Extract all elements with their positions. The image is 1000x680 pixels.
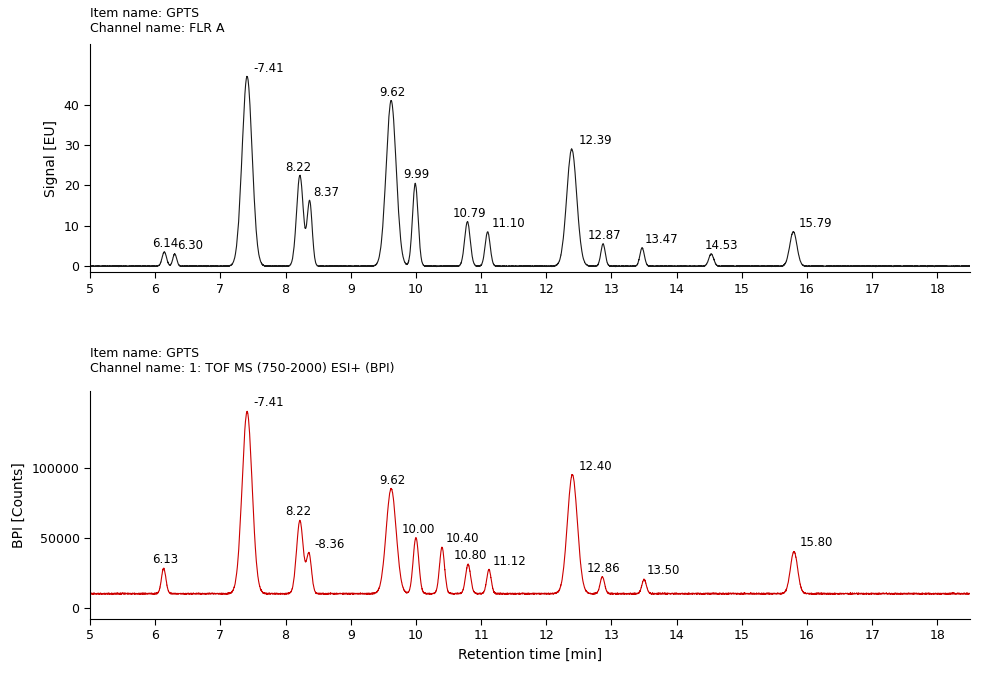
Text: 6.14: 6.14: [153, 237, 179, 250]
Text: 8.22: 8.22: [286, 505, 312, 518]
Text: 8.22: 8.22: [286, 160, 312, 173]
Text: 10.00: 10.00: [402, 522, 435, 536]
Text: 13.47: 13.47: [645, 233, 678, 246]
Text: 11.10: 11.10: [492, 217, 525, 230]
Text: Item name: GPTS: Item name: GPTS: [90, 7, 199, 20]
Text: 15.79: 15.79: [799, 217, 832, 230]
X-axis label: Retention time [min]: Retention time [min]: [458, 648, 602, 662]
Text: 12.86: 12.86: [587, 562, 620, 575]
Text: 12.39: 12.39: [578, 134, 612, 148]
Text: 6.13: 6.13: [152, 553, 178, 566]
Text: 12.40: 12.40: [579, 460, 613, 473]
Text: Channel name: 1: TOF MS (750-2000) ESI+ (BPI): Channel name: 1: TOF MS (750-2000) ESI+ …: [90, 362, 394, 375]
Text: 11.12: 11.12: [492, 555, 526, 568]
Text: 6.30: 6.30: [177, 239, 203, 252]
Text: 10.80: 10.80: [454, 549, 487, 562]
Text: 13.50: 13.50: [647, 564, 680, 577]
Text: Item name: GPTS: Item name: GPTS: [90, 347, 199, 360]
Text: -8.36: -8.36: [314, 538, 345, 551]
Y-axis label: BPI [Counts]: BPI [Counts]: [12, 462, 26, 547]
Text: -7.41: -7.41: [254, 396, 284, 409]
Text: 12.87: 12.87: [587, 229, 621, 242]
Text: 9.62: 9.62: [379, 474, 406, 487]
Text: 10.40: 10.40: [445, 532, 479, 545]
Text: 9.62: 9.62: [379, 86, 406, 99]
Text: 15.80: 15.80: [799, 537, 833, 549]
Y-axis label: Signal [EU]: Signal [EU]: [44, 120, 58, 197]
Text: 8.37: 8.37: [314, 186, 340, 199]
Text: -7.41: -7.41: [254, 61, 284, 75]
Text: 10.79: 10.79: [453, 207, 487, 220]
Text: 9.99: 9.99: [404, 169, 430, 182]
Text: 14.53: 14.53: [705, 239, 738, 252]
Text: Channel name: FLR A: Channel name: FLR A: [90, 22, 224, 35]
